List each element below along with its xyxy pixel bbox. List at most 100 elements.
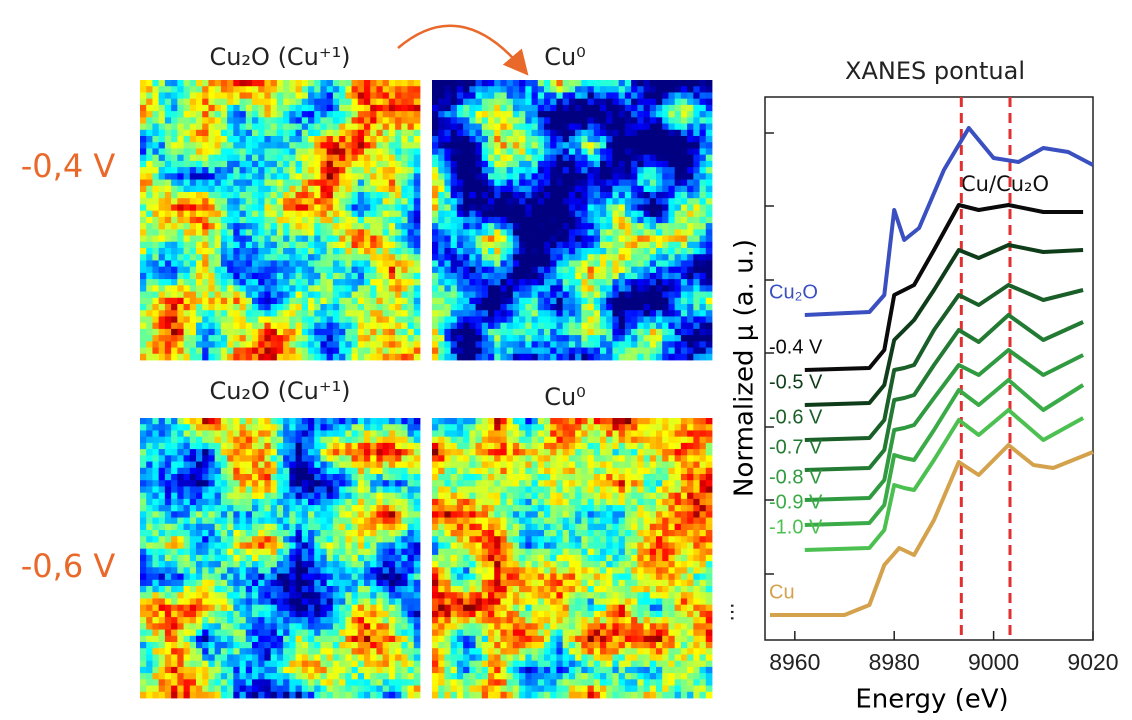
map-pixel bbox=[593, 223, 601, 230]
map-pixel bbox=[413, 517, 421, 525]
map-pixel bbox=[252, 167, 259, 174]
map-pixel bbox=[202, 260, 209, 268]
map-pixel bbox=[512, 279, 520, 286]
map-pixel bbox=[308, 424, 315, 431]
map-pixel bbox=[531, 297, 539, 305]
map-pixel bbox=[469, 266, 476, 274]
map-pixel bbox=[301, 204, 309, 212]
map-pixel bbox=[196, 322, 203, 330]
map-pixel bbox=[606, 260, 613, 268]
map-pixel bbox=[152, 498, 160, 506]
map-pixel bbox=[705, 198, 713, 205]
map-pixel bbox=[481, 142, 489, 149]
map-pixel bbox=[245, 542, 253, 550]
map-pixel bbox=[581, 210, 588, 218]
map-pixel bbox=[140, 430, 147, 438]
map-pixel bbox=[146, 216, 153, 224]
map-pixel bbox=[351, 98, 359, 106]
map-pixel bbox=[618, 291, 626, 299]
map-pixel bbox=[183, 523, 191, 531]
map-pixel bbox=[164, 142, 172, 149]
map-pixel bbox=[656, 160, 663, 168]
map-pixel bbox=[395, 347, 402, 355]
map-pixel bbox=[177, 104, 184, 112]
map-pixel bbox=[562, 129, 570, 137]
map-pixel bbox=[364, 260, 371, 268]
map-pixel bbox=[506, 123, 514, 131]
map-pixel bbox=[481, 173, 489, 180]
map-pixel bbox=[264, 424, 272, 431]
map-pixel bbox=[345, 474, 352, 481]
map-pixel bbox=[488, 341, 495, 348]
map-pixel bbox=[637, 285, 644, 292]
map-pixel bbox=[152, 123, 160, 131]
map-pixel bbox=[332, 341, 340, 348]
map-pixel bbox=[656, 316, 663, 324]
map-pixel bbox=[239, 154, 247, 162]
map-pixel bbox=[183, 486, 191, 494]
map-pixel bbox=[320, 297, 328, 305]
map-pixel bbox=[401, 229, 408, 236]
map-pixel bbox=[370, 316, 377, 324]
map-pixel bbox=[351, 185, 359, 193]
map-pixel bbox=[631, 98, 638, 106]
map-pixel bbox=[637, 328, 644, 336]
map-pixel bbox=[202, 461, 209, 469]
map-pixel bbox=[469, 310, 476, 317]
map-pixel bbox=[264, 216, 272, 224]
map-pixel bbox=[357, 536, 365, 543]
map-pixel bbox=[562, 304, 570, 311]
map-pixel bbox=[227, 204, 234, 212]
map-pixel bbox=[258, 498, 265, 506]
map-pixel bbox=[339, 241, 346, 249]
map-pixel bbox=[382, 424, 390, 431]
map-pixel bbox=[450, 347, 458, 355]
map-pixel bbox=[233, 92, 240, 100]
map-pixel bbox=[308, 328, 315, 336]
map-pixel bbox=[270, 204, 278, 212]
map-pixel bbox=[364, 467, 371, 475]
map-pixel bbox=[233, 322, 240, 330]
map-pixel bbox=[314, 530, 321, 537]
map-pixel bbox=[264, 492, 272, 500]
map-pixel bbox=[674, 260, 682, 268]
map-pixel bbox=[239, 424, 247, 431]
map-pixel bbox=[376, 461, 384, 469]
map-pixel bbox=[295, 173, 303, 180]
map-pixel bbox=[407, 492, 415, 500]
map-pixel bbox=[674, 285, 682, 292]
map-pixel bbox=[289, 418, 296, 425]
map-pixel bbox=[233, 210, 240, 218]
map-pixel bbox=[320, 167, 328, 174]
map-pixel bbox=[643, 154, 651, 162]
map-pixel bbox=[674, 310, 682, 317]
map-pixel bbox=[631, 160, 638, 168]
map-pixel bbox=[364, 235, 371, 243]
map-pixel bbox=[146, 229, 153, 236]
map-pixel bbox=[239, 517, 247, 525]
map-pixel bbox=[258, 148, 265, 156]
map-pixel bbox=[202, 304, 209, 311]
map-pixel bbox=[550, 310, 557, 317]
map-pixel bbox=[171, 449, 178, 456]
map-pixel bbox=[270, 498, 278, 506]
map-pixel bbox=[500, 254, 508, 261]
map-pixel bbox=[395, 198, 402, 205]
map-pixel bbox=[295, 160, 303, 168]
map-pixel bbox=[463, 260, 470, 268]
map-pixel bbox=[581, 248, 588, 255]
map-pixel bbox=[537, 142, 545, 149]
map-pixel bbox=[382, 316, 390, 324]
map-pixel bbox=[301, 260, 309, 268]
map-pixel bbox=[357, 310, 365, 317]
map-pixel bbox=[382, 285, 390, 292]
map-pixel bbox=[376, 179, 384, 187]
map-pixel bbox=[152, 304, 160, 311]
map-pixel bbox=[164, 523, 172, 531]
map-pixel bbox=[183, 505, 191, 512]
map-pixel bbox=[656, 86, 663, 93]
map-pixel bbox=[196, 523, 203, 531]
map-pixel bbox=[593, 210, 601, 218]
map-pixel bbox=[519, 297, 526, 305]
map-pixel bbox=[693, 260, 700, 268]
